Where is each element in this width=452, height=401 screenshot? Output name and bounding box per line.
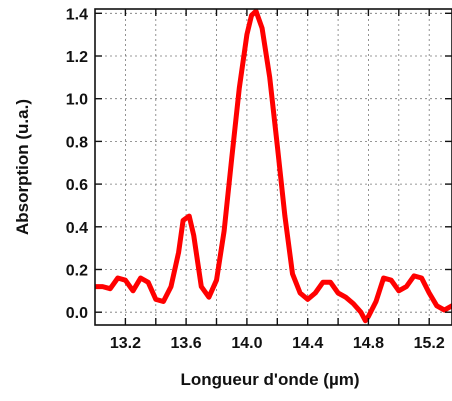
y-tick-label: 0.6: [66, 177, 88, 194]
grid: [95, 9, 452, 325]
y-tick-label: 0.8: [66, 134, 88, 151]
y-tick-label: 1.4: [66, 6, 88, 23]
x-tick-label: 14.4: [292, 335, 323, 352]
series-layer: [95, 8, 452, 324]
plot-frame: [94, 8, 452, 326]
y-tick-label: 1.2: [66, 49, 88, 66]
y-axis-label: Absorption (u.a.): [13, 99, 32, 235]
x-axis-label: Longueur d'onde (µm): [180, 370, 359, 389]
y-tick-label: 0.4: [66, 220, 88, 237]
y-tick-label: 0.0: [66, 305, 88, 322]
axis-ticks: 13.2 13.6 14.0 14.4 14.8 15.2 0.0 0.2 0.4 0.6 0.8 1…: [66, 6, 452, 352]
y-tick-label: 0.2: [66, 263, 88, 280]
absorption-series-line: [95, 8, 452, 324]
y-tick-label: 1.0: [66, 92, 88, 109]
x-tick-label: 14.8: [353, 335, 384, 352]
x-tick-label: 14.0: [231, 335, 262, 352]
x-tick-label: 13.6: [171, 335, 202, 352]
x-tick-label: 15.2: [414, 335, 445, 352]
x-tick-label: 13.2: [110, 335, 141, 352]
